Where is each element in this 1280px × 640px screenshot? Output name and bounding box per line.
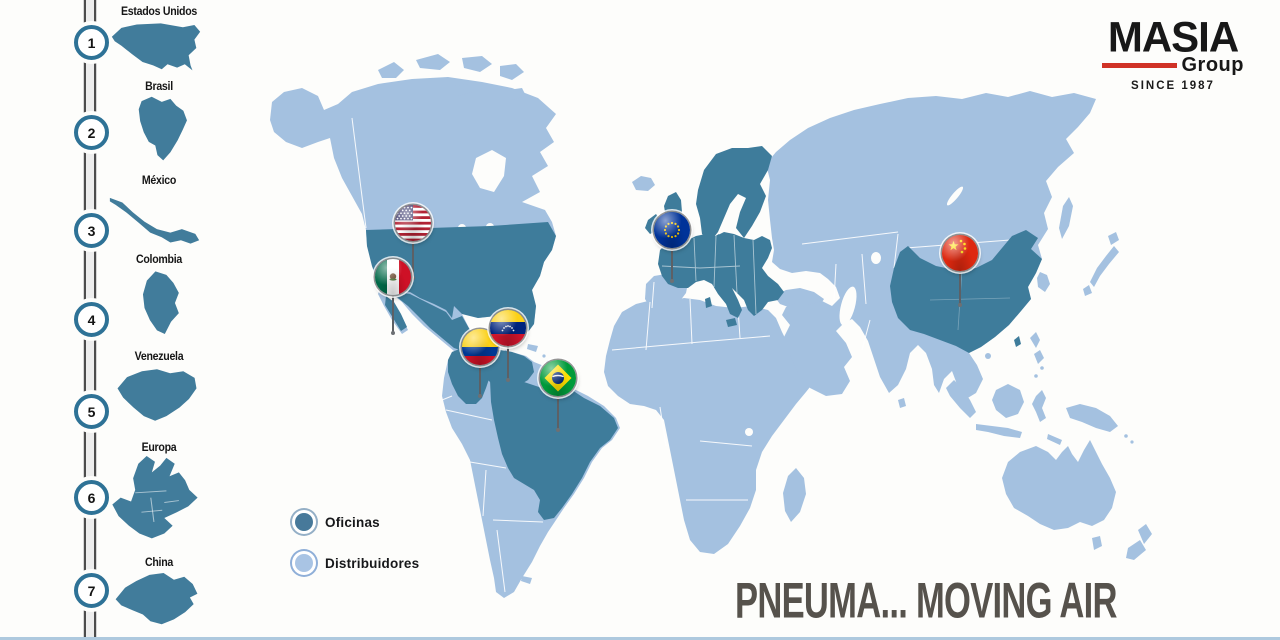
venezuela-flag-pin-badge	[490, 310, 526, 346]
distribuidores-color-dot	[295, 554, 313, 572]
sidebar-step-number-china: 7	[74, 573, 109, 608]
brazil-pin-stem	[556, 393, 560, 432]
oficinas-color-dot	[295, 513, 313, 531]
country-silhouette-brasil-icon	[120, 93, 192, 167]
country-silhouette-venezuela-icon	[110, 364, 204, 430]
masia-group-logo: MASIA Group SINCE 1987	[1102, 12, 1244, 92]
europa-pin-stem	[670, 245, 674, 283]
legend-label: Oficinas	[325, 514, 380, 530]
interior-borders	[661, 234, 1011, 331]
sidebar-step-number-venezuela: 5	[74, 394, 109, 429]
logo-group-text: Group	[1181, 54, 1244, 76]
sidebar-step-number-brasil: 2	[74, 115, 109, 150]
colombia-pin-stem	[478, 362, 482, 398]
sidebar-country-label-mexico: México	[141, 175, 177, 187]
bottom-edge-line	[0, 637, 1280, 640]
sidebar-country-label-colombia: Colombia	[136, 254, 182, 266]
sidebar-step-number-europa: 6	[74, 480, 109, 515]
logo-wordmark: MASIA	[1107, 12, 1239, 61]
sidebar-step-number-usa: 1	[74, 25, 109, 60]
country-silhouette-europa-icon	[104, 454, 208, 551]
tagline: PNEUMA... MOVING AIR	[735, 573, 1118, 629]
usa-flag-pin-badge	[395, 205, 431, 241]
sidebar-step-number-colombia: 4	[74, 302, 109, 337]
sidebar-step-number-mexico: 3	[74, 213, 109, 248]
country-silhouette-mexico-icon	[107, 188, 203, 246]
china-flag-pin-badge	[942, 235, 978, 271]
sidebar-country-label-brasil: Brasil	[145, 81, 173, 93]
country-silhouette-china-icon	[110, 570, 204, 631]
mexico-pin-stem	[391, 292, 395, 335]
country-silhouette-colombia-icon	[118, 267, 196, 339]
brazil-flag-pin-badge	[540, 360, 576, 396]
mexico-flag-pin-badge	[375, 259, 411, 295]
eu-flag-pin-badge	[654, 212, 690, 248]
sidebar-country-label-venezuela: Venezuela	[134, 351, 184, 363]
inland-seas	[458, 150, 964, 436]
legend-item-oficinas: Oficinas	[295, 508, 419, 536]
logo-red-line	[1102, 63, 1177, 68]
legend-label: Distribuidores	[325, 555, 420, 571]
usa-pin-stem	[411, 238, 415, 280]
sidebar-country-label-usa: Estados Unidos	[120, 6, 198, 18]
sidebar-country-label-china: China	[144, 557, 174, 569]
sidebar-country-label-europa: Europa	[141, 442, 177, 454]
venezuela-pin-stem	[506, 343, 510, 382]
china-pin-stem	[958, 268, 962, 307]
legend-item-distribuidores: Distribuidores	[295, 549, 419, 577]
country-silhouette-usa-icon	[108, 20, 204, 76]
map-legend: Oficinas Distribuidores	[295, 508, 419, 590]
logo-since-text: SINCE 1987	[1131, 80, 1215, 92]
